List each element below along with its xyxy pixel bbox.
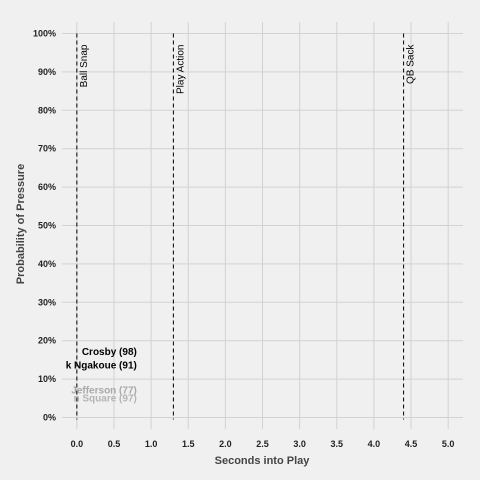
- player-label: Crosby (98): [82, 347, 137, 358]
- y-tick-label: 60%: [38, 182, 56, 192]
- x-tick-label: 1.5: [182, 439, 195, 449]
- grid-lines: [62, 22, 463, 429]
- y-tick-label: 80%: [38, 105, 56, 115]
- y-tick-label: 90%: [38, 67, 56, 77]
- player-label: k Ngakoue (91): [66, 361, 137, 372]
- y-axis-title: Probability of Pressure: [15, 164, 27, 284]
- y-tick-label: 0%: [43, 412, 56, 422]
- y-tick-label: 20%: [38, 336, 56, 346]
- player-label: n Square (97): [73, 393, 136, 404]
- event-label: QB Sack: [406, 44, 417, 84]
- y-tick-label: 50%: [38, 221, 56, 231]
- x-tick-label: 2.5: [256, 439, 269, 449]
- x-axis-title: Seconds into Play: [215, 455, 311, 467]
- event-label: Play Action: [175, 45, 186, 94]
- x-tick-label: 3.0: [293, 439, 306, 449]
- y-tick-label: 10%: [38, 374, 56, 384]
- x-tick-label: 4.5: [405, 439, 418, 449]
- x-tick-label: 0.5: [108, 439, 121, 449]
- y-axis-ticks: 0% 10% 20% 30% 40% 50% 60% 70% 80% 90% 100%: [33, 29, 56, 423]
- player-label: Jefferson (77): [71, 386, 137, 397]
- y-tick-label: 100%: [33, 29, 56, 39]
- y-tick-label: 30%: [38, 297, 56, 307]
- x-tick-label: 3.5: [331, 439, 344, 449]
- x-tick-label: 0.0: [71, 439, 84, 449]
- player-labels: Crosby (98) k Ngakoue (91) Jefferson (77)n…: [66, 347, 137, 404]
- player-label-group: Crosby (98) k Ngakoue (91) Jefferson (77)n…: [66, 347, 137, 404]
- y-tick-label: 70%: [38, 144, 56, 154]
- event-markers: Ball Snap Play Action QB Sack: [76, 33, 417, 420]
- x-tick-label: 1.0: [145, 439, 158, 449]
- x-tick-label: 4.0: [368, 439, 381, 449]
- x-axis-ticks: 0.0 0.5 1.0 1.5 2.0 2.5 3.0 3.5 4.0 4.5 5.0: [71, 439, 455, 449]
- x-tick-label: 5.0: [442, 439, 455, 449]
- y-tick-label: 40%: [38, 259, 56, 269]
- x-tick-label: 2.0: [219, 439, 232, 449]
- event-label: Ball Snap: [79, 44, 90, 87]
